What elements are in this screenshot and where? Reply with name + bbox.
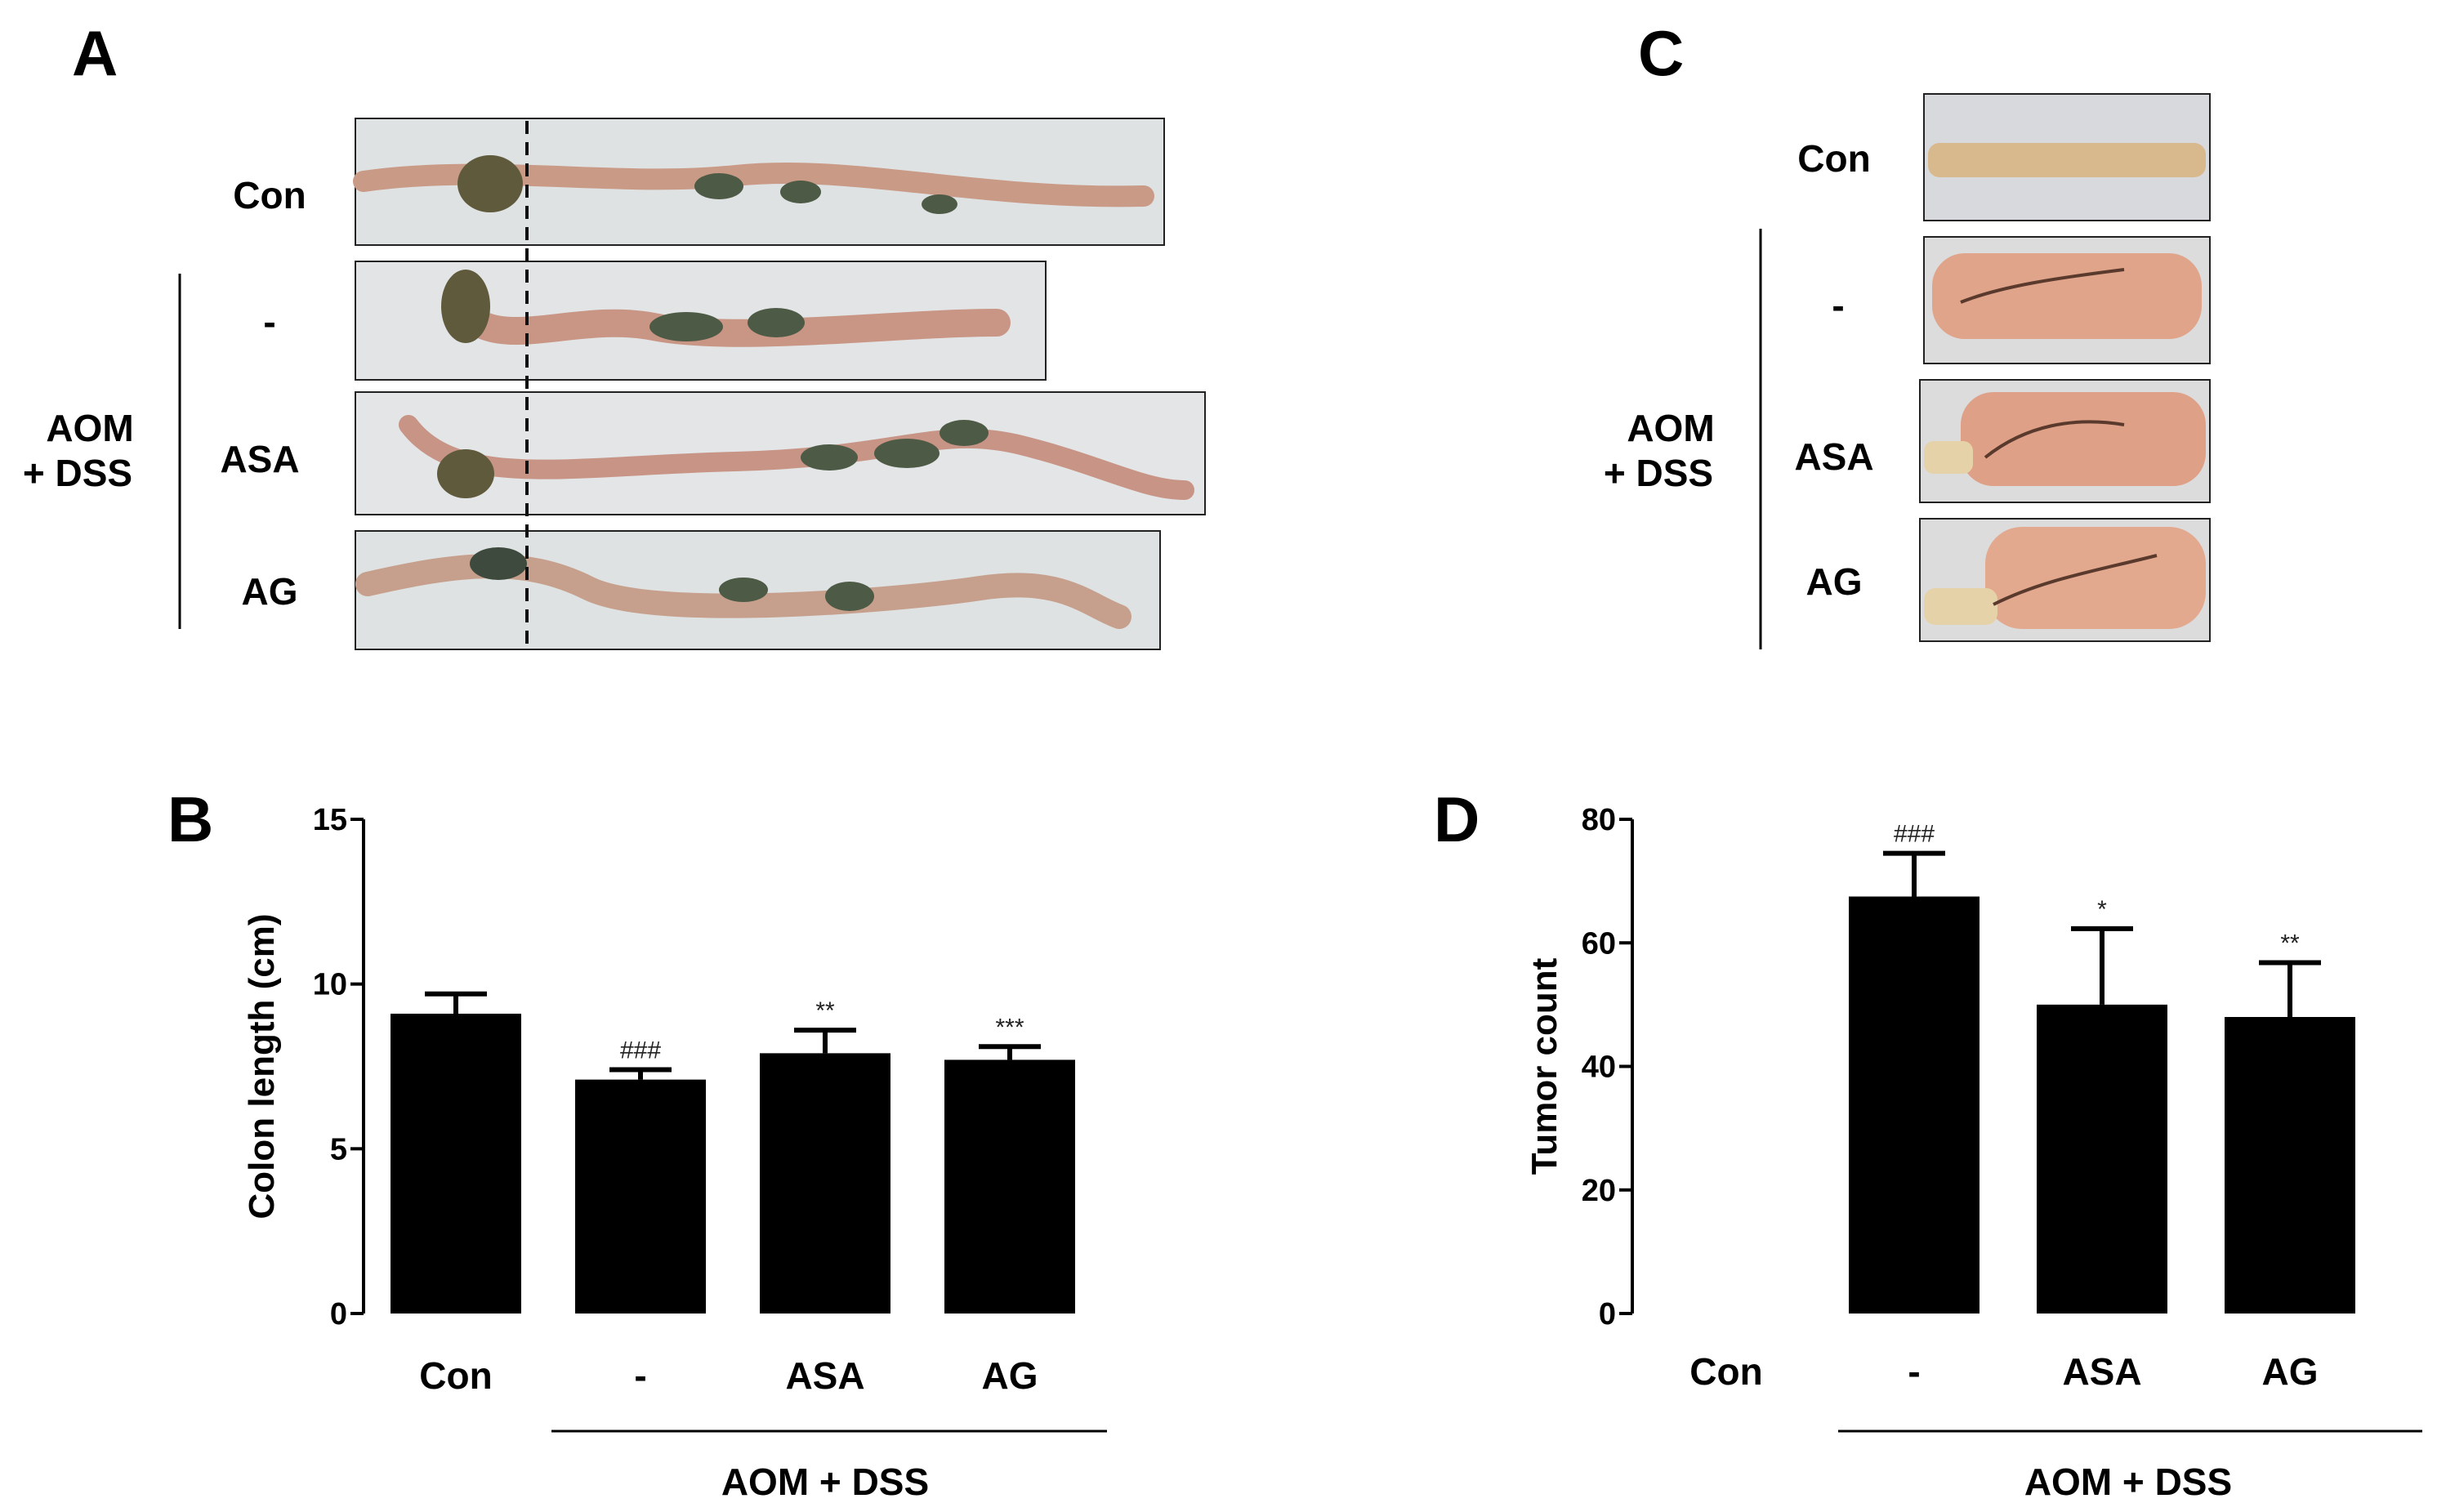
panel-b-category-label: AG bbox=[982, 1354, 1038, 1397]
panel-b-bar bbox=[944, 1059, 1075, 1314]
panel-b-y-tick-label: 10 bbox=[313, 968, 347, 1002]
panel-a-row-label-con: Con bbox=[233, 174, 306, 216]
panel-a-stool-asa-3 bbox=[874, 439, 940, 468]
panel-c-colon-minus bbox=[1932, 253, 2202, 339]
panel-a-colon-asa bbox=[399, 415, 1194, 500]
panel-b: B 0 5 10 15 Colon length (cm) Con ### - ** ASA ***… bbox=[167, 783, 1107, 1503]
panel-a-stool-con bbox=[457, 155, 523, 212]
panel-d-y-tick-label: 0 bbox=[1599, 1297, 1616, 1331]
panel-a-stool-con-4 bbox=[922, 194, 957, 214]
panel-a-stool-asa-4 bbox=[940, 420, 989, 446]
panel-c-row-label-asa: ASA bbox=[1794, 435, 1873, 478]
panel-d: D 0 20 40 60 80 Tumor count Con ### - * ASA ** AG AO… bbox=[1434, 783, 2422, 1503]
panel-c-tumor-minus bbox=[1960, 268, 2125, 304]
panel-d-category-label: - bbox=[1908, 1350, 1920, 1393]
panel-d-group-label: AOM + DSS bbox=[2024, 1461, 2232, 1503]
panel-b-significance-label: *** bbox=[995, 1014, 1024, 1041]
panel-letter-c: C bbox=[1638, 17, 1684, 89]
panel-b-significance-label: ** bbox=[815, 997, 835, 1024]
panel-a-row-label-minus: - bbox=[263, 301, 275, 343]
panel-b-y-axis-title: Colon length (cm) bbox=[242, 914, 282, 1220]
panel-b-category-label: - bbox=[634, 1354, 646, 1397]
panel-a-group-label-line2: + DSS bbox=[23, 452, 132, 494]
panel-a-stool-asa bbox=[437, 449, 494, 498]
panel-d-bar bbox=[1849, 896, 1980, 1314]
panel-d-significance-label: ### bbox=[1894, 821, 1935, 848]
panel-c-tissue-end-asa bbox=[1924, 441, 1973, 474]
panel-b-group-label: AOM + DSS bbox=[721, 1461, 929, 1503]
panel-letter-b: B bbox=[167, 783, 213, 855]
panel-d-significance-label: * bbox=[2097, 896, 2107, 923]
panel-letter-a: A bbox=[72, 17, 118, 89]
panel-a-row-label-ag: AG bbox=[242, 570, 298, 613]
panel-b-significance-label: ### bbox=[620, 1037, 661, 1064]
panel-d-chart: 0 20 40 60 80 Tumor count Con ### - * ASA ** AG bbox=[1524, 803, 2355, 1393]
panel-a-stool-ag-3 bbox=[825, 582, 874, 611]
panel-b-bar bbox=[575, 1079, 706, 1314]
panel-a-stool-con-2 bbox=[694, 173, 743, 199]
panel-b-chart: 0 5 10 15 Colon length (cm) Con ### - ** ASA *** AG bbox=[242, 803, 1075, 1397]
panel-c-colon-ag bbox=[1985, 527, 2206, 629]
panel-a-stool-minus-2 bbox=[649, 312, 723, 341]
panel-a-stool-ag bbox=[470, 547, 527, 580]
panel-a-group-label-line1: AOM bbox=[46, 407, 133, 449]
panel-a-stool-con-3 bbox=[780, 181, 821, 203]
panel-b-y-tick-label: 5 bbox=[330, 1132, 347, 1166]
panel-c-row-label-con: Con bbox=[1797, 137, 1870, 180]
panel-a: A Con - ASA AG AOM + bbox=[23, 17, 1206, 650]
panel-d-y-tick-label: 80 bbox=[1582, 803, 1616, 837]
panel-b-y-tick-label: 15 bbox=[313, 803, 347, 837]
panel-d-category-label: AG bbox=[2262, 1350, 2319, 1393]
panel-d-significance-label: ** bbox=[2280, 930, 2300, 957]
panel-c-tumor-asa bbox=[1984, 420, 2125, 459]
panel-b-category-label: Con bbox=[419, 1354, 492, 1397]
panel-d-category-label: ASA bbox=[2062, 1350, 2141, 1393]
panel-a-stool-minus-3 bbox=[748, 308, 805, 337]
panel-c-row-label-ag: AG bbox=[1806, 560, 1863, 603]
panel-letter-d: D bbox=[1434, 783, 1480, 855]
panel-d-y-axis-title: Tumor count bbox=[1524, 957, 1564, 1175]
panel-b-y-tick-label: 0 bbox=[330, 1297, 347, 1331]
panel-a-stool-asa-2 bbox=[801, 444, 858, 471]
panel-a-row-label-asa: ASA bbox=[220, 438, 299, 480]
panel-c-group-label-line1: AOM bbox=[1627, 407, 1714, 449]
panel-c-tissue-end-ag bbox=[1924, 588, 1997, 625]
panel-d-bar bbox=[2037, 1004, 2167, 1314]
panel-d-y-tick-label: 40 bbox=[1582, 1050, 1616, 1085]
panel-c-group-label-line2: + DSS bbox=[1604, 452, 1713, 494]
panel-a-stool-minus bbox=[441, 270, 490, 343]
panel-c-tumor-ag bbox=[1993, 554, 2158, 606]
panel-b-bar bbox=[760, 1053, 890, 1314]
panel-b-bar bbox=[391, 1013, 521, 1314]
panel-c-colon-asa bbox=[1961, 392, 2206, 486]
panel-b-category-label: ASA bbox=[785, 1354, 864, 1397]
panel-c-colon-con bbox=[1928, 143, 2206, 177]
panel-c-row-label-minus: - bbox=[1832, 284, 1844, 327]
panel-d-category-label: Con bbox=[1689, 1350, 1762, 1393]
panel-d-bar bbox=[2225, 1017, 2355, 1314]
panel-d-y-tick-label: 60 bbox=[1582, 926, 1616, 961]
panel-c: C Con - ASA AG AOM + DSS bbox=[1604, 17, 2211, 649]
panel-a-stool-ag-2 bbox=[719, 578, 768, 602]
panel-d-y-tick-label: 20 bbox=[1582, 1174, 1616, 1208]
